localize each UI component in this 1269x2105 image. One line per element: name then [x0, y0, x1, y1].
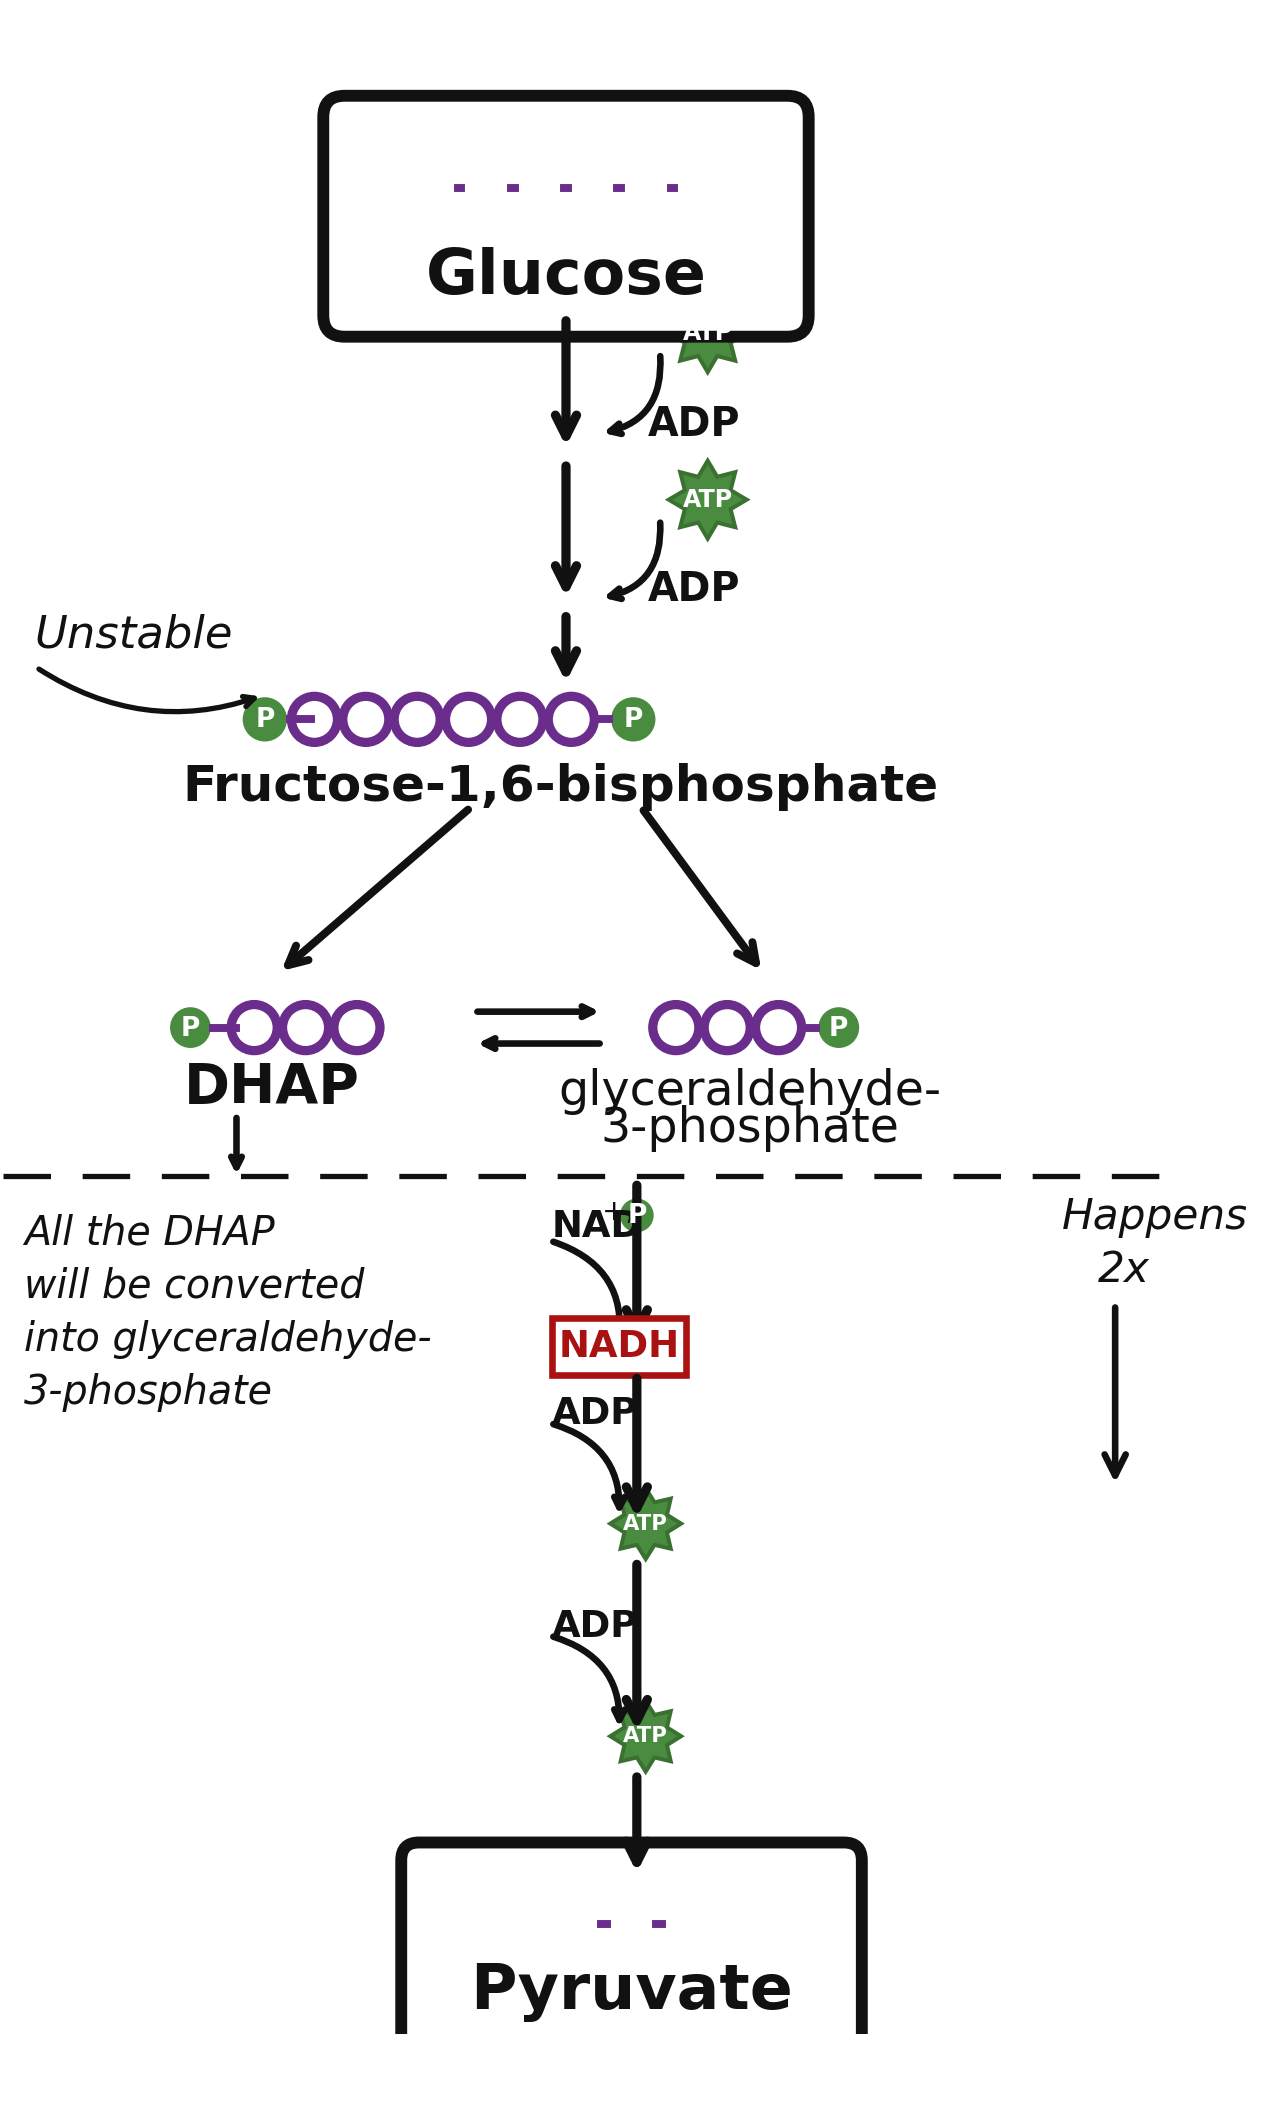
Text: Fructose-1,6-bisphosphate: Fructose-1,6-bisphosphate	[183, 762, 939, 810]
Text: P: P	[627, 1204, 646, 1229]
Text: P: P	[829, 1015, 849, 1042]
Text: NADH: NADH	[558, 1328, 680, 1364]
Text: DHAP: DHAP	[184, 1061, 360, 1116]
Polygon shape	[610, 1701, 681, 1772]
Text: 2x: 2x	[1098, 1248, 1150, 1290]
Circle shape	[608, 695, 659, 745]
Text: ATP: ATP	[683, 322, 732, 345]
Text: ADP: ADP	[552, 1396, 638, 1431]
Text: NAD: NAD	[552, 1208, 642, 1244]
Polygon shape	[610, 1488, 681, 1560]
Polygon shape	[669, 461, 746, 539]
Text: into glyceraldehyde-: into glyceraldehyde-	[24, 1320, 431, 1360]
Text: ADP: ADP	[552, 1608, 638, 1644]
Text: P: P	[255, 707, 274, 733]
Circle shape	[617, 1196, 656, 1236]
FancyBboxPatch shape	[324, 97, 808, 337]
Text: ATP: ATP	[683, 488, 732, 512]
Text: Happens: Happens	[1062, 1196, 1247, 1238]
Text: 3-phosphate: 3-phosphate	[600, 1105, 900, 1151]
Circle shape	[168, 1004, 213, 1050]
Text: Unstable: Unstable	[34, 613, 233, 657]
Text: will be converted: will be converted	[24, 1267, 364, 1305]
Text: 3-phosphate: 3-phosphate	[24, 1372, 273, 1412]
Text: glyceraldehyde-: glyceraldehyde-	[558, 1067, 942, 1116]
Text: +,: +,	[602, 1198, 634, 1225]
Text: ADP: ADP	[647, 570, 740, 610]
Text: Glucose: Glucose	[425, 246, 707, 307]
Text: P: P	[623, 707, 643, 733]
Text: ADP: ADP	[647, 406, 740, 446]
Text: ATP: ATP	[623, 1513, 667, 1535]
Text: ATP: ATP	[623, 1726, 667, 1747]
Text: All the DHAP: All the DHAP	[24, 1215, 274, 1252]
Text: P: P	[180, 1015, 201, 1042]
Circle shape	[816, 1004, 862, 1050]
FancyBboxPatch shape	[552, 1318, 687, 1375]
Text: Pyruvate: Pyruvate	[470, 1962, 793, 2021]
Polygon shape	[669, 295, 746, 373]
Circle shape	[240, 695, 289, 745]
FancyBboxPatch shape	[401, 1842, 862, 2054]
